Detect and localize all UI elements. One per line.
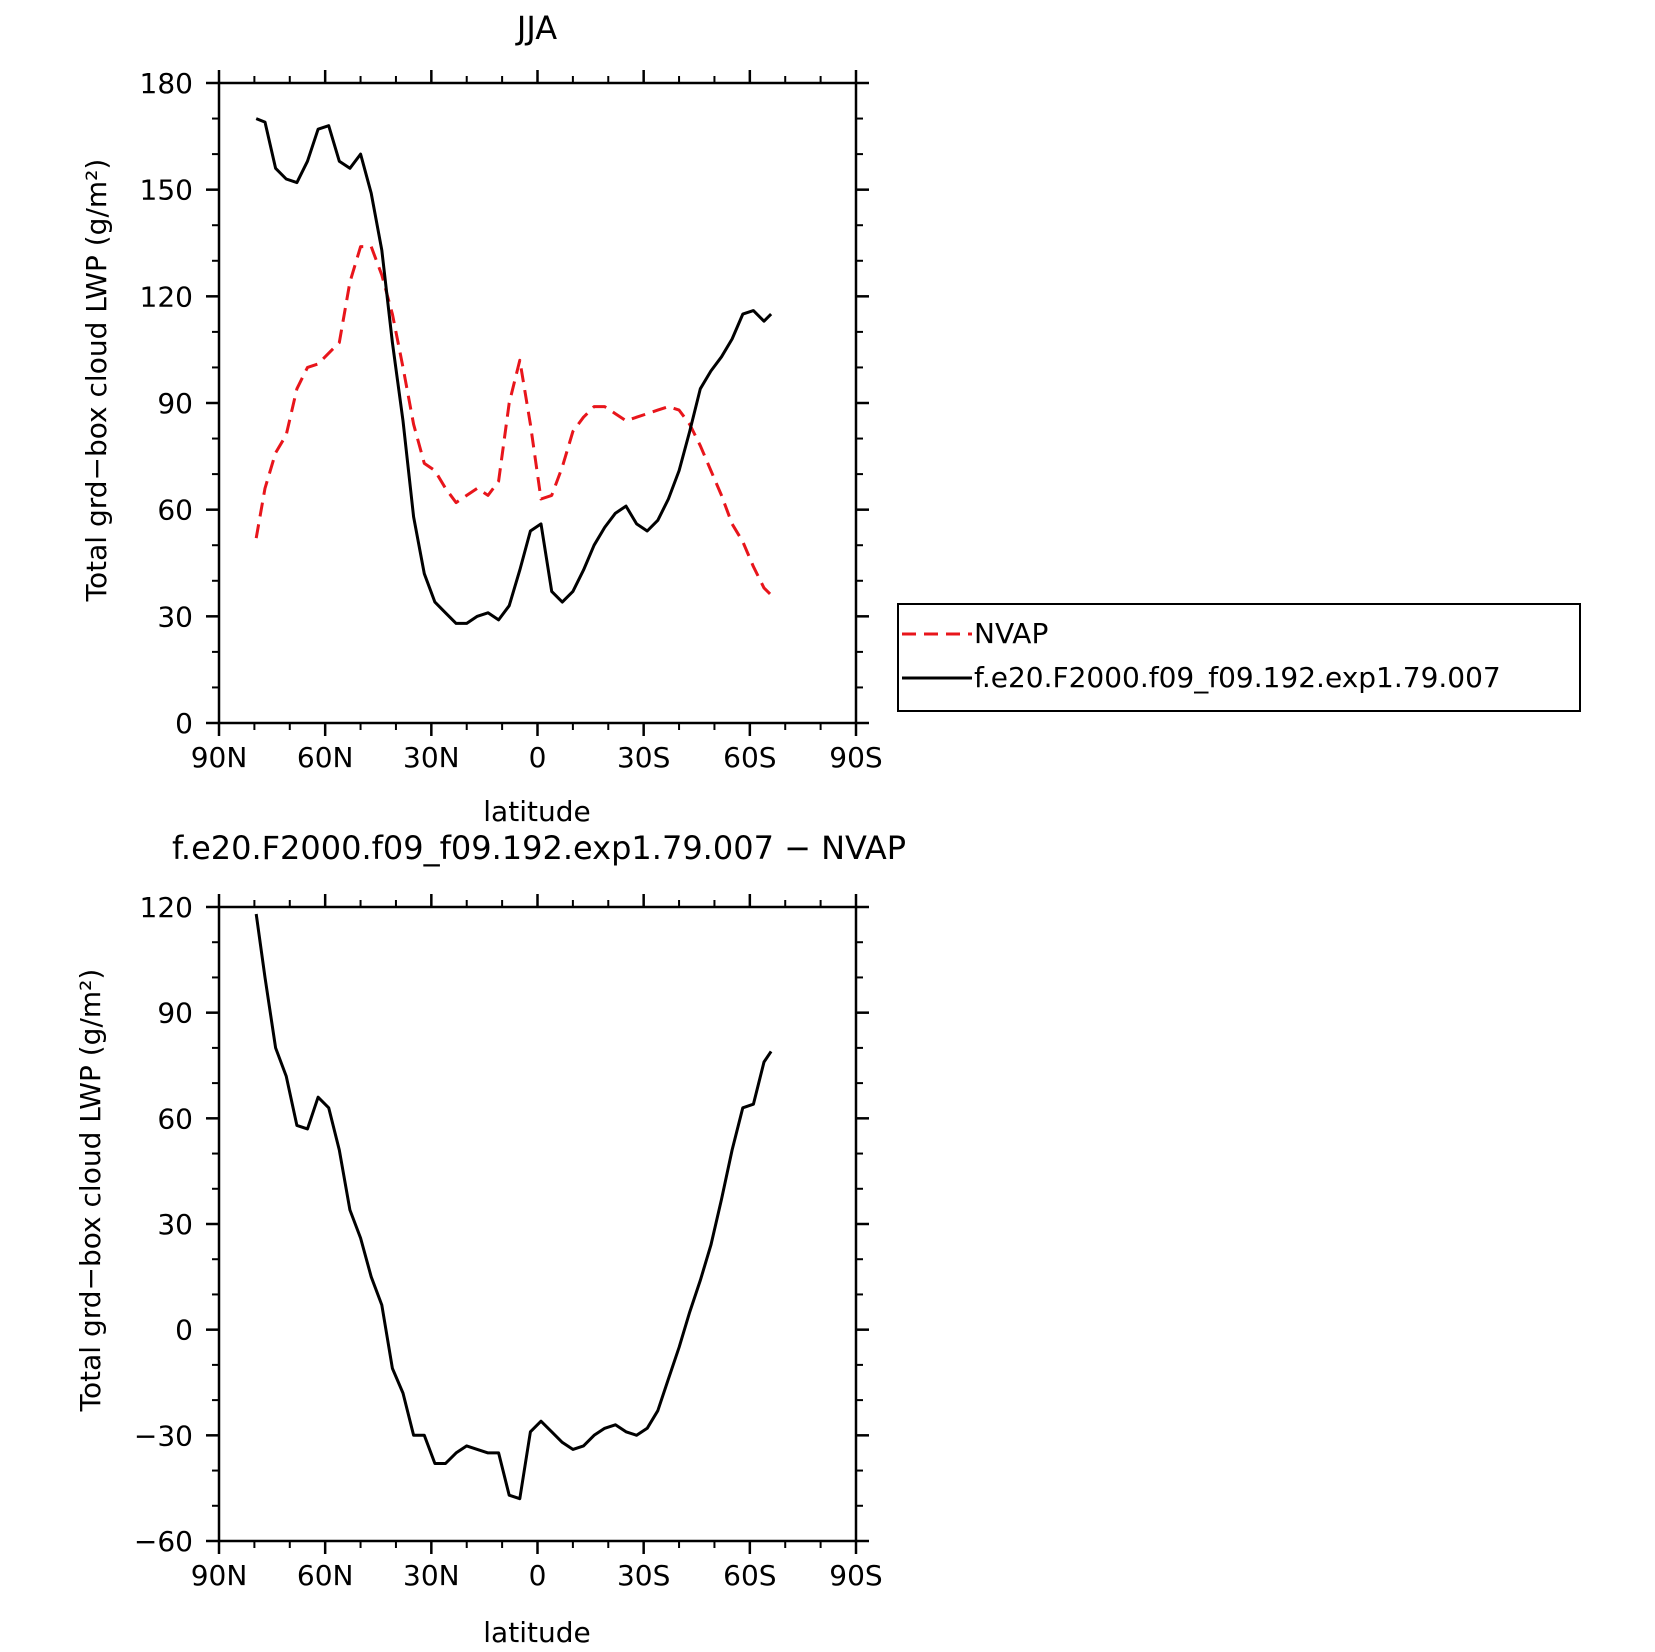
top-x-tick-label: 60N bbox=[297, 741, 354, 774]
bottom-x-axis-title: latitude bbox=[483, 1616, 590, 1649]
top-y-axis-title: Total grd−box cloud LWP (g/m²) bbox=[80, 159, 113, 603]
bottom-x-tick-label: 30S bbox=[617, 1559, 670, 1592]
bottom-plot-frame bbox=[217, 905, 858, 1543]
bottom-y-tick-label: 120 bbox=[140, 891, 193, 924]
legend-label-nvap: NVAP bbox=[974, 617, 1048, 650]
legend-box bbox=[897, 603, 1581, 712]
legend-label-model: f.e20.F2000.f09_f09.192.exp1.79.007 bbox=[974, 661, 1501, 694]
top-x-tick-label: 60S bbox=[723, 741, 776, 774]
bottom-y-tick-label: −30 bbox=[134, 1419, 193, 1452]
top-y-tick-label: 60 bbox=[157, 494, 193, 527]
bottom-x-tick-label: 90N bbox=[191, 1559, 248, 1592]
bottom-y-tick-label: −60 bbox=[134, 1525, 193, 1558]
top-x-axis-title: latitude bbox=[483, 795, 590, 828]
bottom-y-tick-label: 60 bbox=[157, 1102, 193, 1135]
bottom-x-tick-label: 60N bbox=[297, 1559, 354, 1592]
bottom-x-tick-label: 60S bbox=[723, 1559, 776, 1592]
bottom-y-tick-label: 0 bbox=[175, 1314, 193, 1347]
top-plot-title: JJA bbox=[515, 9, 557, 47]
top-series-line-nvap bbox=[254, 245, 773, 597]
bottom-panel: f.e20.F2000.f09_f09.192.exp1.79.007 − NV… bbox=[74, 829, 906, 1649]
top-y-tick-label: 150 bbox=[140, 174, 193, 207]
top-plot-frame bbox=[217, 81, 858, 725]
top-x-tick-label: 30S bbox=[617, 741, 670, 774]
bottom-series-line-difference bbox=[254, 913, 773, 1501]
legend: NVAP f.e20.F2000.f09_f09.192.exp1.79.007 bbox=[897, 603, 1581, 712]
bottom-y-tick-label: 90 bbox=[157, 997, 193, 1030]
top-axis-ticks: 90N 60N 30N 0 30S 60S 90S 0 30 60 90 120 150 180 bbox=[140, 67, 883, 774]
top-x-tick-label: 30N bbox=[403, 741, 460, 774]
bottom-y-tick-label: 30 bbox=[157, 1208, 193, 1241]
top-series-line-f-e20-f2000-f09-f09-192-exp1-79-007 bbox=[255, 117, 773, 625]
bottom-x-tick-label: 90S bbox=[829, 1559, 882, 1592]
bottom-series-layer bbox=[254, 913, 773, 1501]
top-y-tick-label: 120 bbox=[140, 280, 193, 313]
bottom-x-tick-label: 0 bbox=[529, 1559, 547, 1592]
bottom-x-tick-label: 30N bbox=[403, 1559, 460, 1592]
top-y-tick-label: 30 bbox=[157, 600, 193, 633]
top-y-tick-label: 0 bbox=[175, 707, 193, 740]
bottom-plot-title: f.e20.F2000.f09_f09.192.exp1.79.007 − NV… bbox=[172, 829, 906, 867]
top-series-layer bbox=[254, 117, 773, 625]
top-x-tick-label: 90S bbox=[829, 741, 882, 774]
top-panel: JJA Total grd−box cloud LWP (g/m²) latit… bbox=[80, 9, 883, 828]
top-x-tick-label: 90N bbox=[191, 741, 248, 774]
top-y-tick-label: 90 bbox=[157, 387, 193, 420]
bottom-y-axis-title: Total grd−box cloud LWP (g/m²) bbox=[74, 969, 107, 1413]
bottom-axis-ticks: 90N 60N 30N 0 30S 60S 90S −60 −30 0 30 60 90 120 bbox=[134, 891, 883, 1592]
top-x-tick-label: 0 bbox=[529, 741, 547, 774]
top-y-tick-label: 180 bbox=[140, 67, 193, 100]
